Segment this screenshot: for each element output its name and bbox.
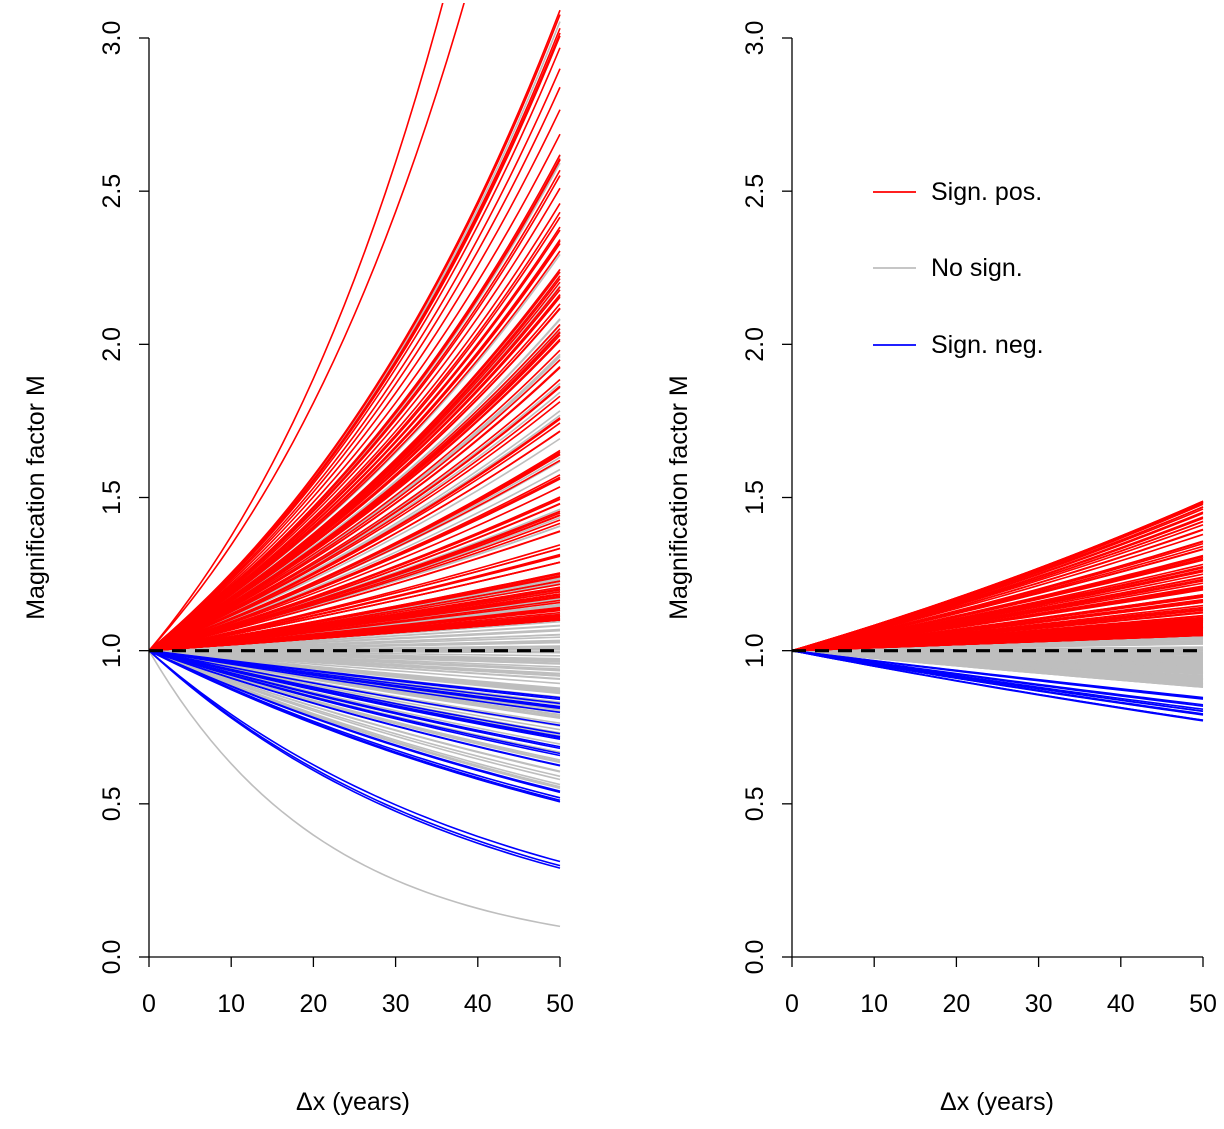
- x-tick-label: 20: [942, 990, 970, 1018]
- y-axis-title: Magnification factor M: [665, 375, 693, 620]
- y-tick-label: 0.0: [741, 940, 769, 975]
- x-tick-label: 50: [1189, 990, 1217, 1018]
- legend-label: Sign. neg.: [931, 331, 1044, 359]
- x-tick-label: 10: [860, 990, 888, 1018]
- x-tick-label: 0: [142, 990, 156, 1018]
- y-tick-label: 1.0: [98, 633, 126, 668]
- left-panel: 0 10 20 30 40 50 0.0 0.5 1.0 1.5 2.0 2.5 3.0 Δx (year…: [22, 0, 574, 1116]
- right-panel: 0 10 20 30 40 50 0.0 0.5 1.0 1.5 2.0 2.5 3.0 Δx (year…: [665, 21, 1217, 1116]
- y-tick-label: 3.0: [741, 21, 769, 56]
- y-tick-label: 1.5: [741, 480, 769, 515]
- x-tick-label: 40: [464, 990, 492, 1018]
- legend-label: No sign.: [931, 254, 1023, 282]
- series-line-sign-pos: [149, 28, 560, 650]
- y-tick-label: 0.5: [98, 786, 126, 821]
- x-tick-label: 20: [299, 990, 327, 1018]
- y-tick-label: 2.5: [98, 174, 126, 209]
- y-tick-label: 0.0: [98, 940, 126, 975]
- y-tick-label: 2.5: [741, 174, 769, 209]
- x-tick-label: 0: [785, 990, 799, 1018]
- x-tick-label: 30: [382, 990, 410, 1018]
- y-tick-label: 1.0: [741, 633, 769, 668]
- x-tick-label: 10: [217, 990, 245, 1018]
- y-tick-label: 2.0: [741, 327, 769, 362]
- y-tick-label: 2.0: [98, 327, 126, 362]
- x-tick-label: 40: [1107, 990, 1135, 1018]
- series-line-sign-pos: [149, 10, 560, 650]
- y-axis-title: Magnification factor M: [22, 375, 50, 620]
- series-lines: [792, 501, 1203, 721]
- y-tick-label: 1.5: [98, 480, 126, 515]
- x-tick-label: 50: [546, 990, 574, 1018]
- x-axis-title: Δx (years): [940, 1088, 1054, 1116]
- series-line-sign-pos: [149, 170, 560, 650]
- y-tick-label: 3.0: [98, 21, 126, 56]
- x-tick-label: 30: [1025, 990, 1053, 1018]
- legend-label: Sign. pos.: [931, 178, 1042, 206]
- y-tick-label: 0.5: [741, 786, 769, 821]
- x-axis-title: Δx (years): [296, 1088, 410, 1116]
- legend: Sign. pos. No sign. Sign. neg.: [873, 178, 1044, 359]
- series-lines: [149, 0, 560, 926]
